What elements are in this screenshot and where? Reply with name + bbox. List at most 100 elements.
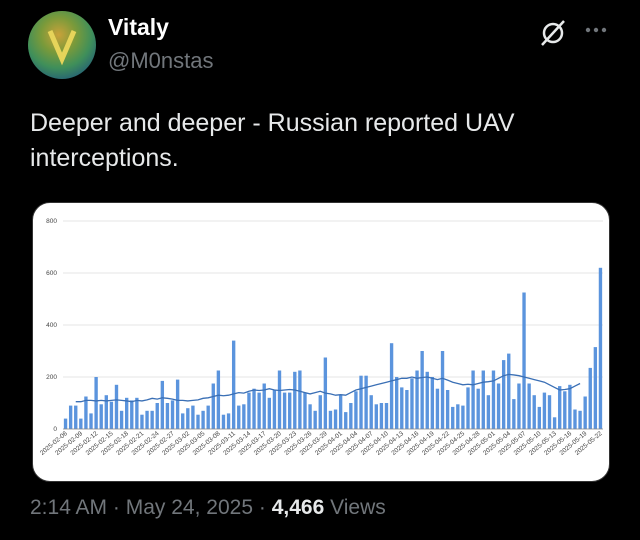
bar	[150, 410, 154, 429]
bar	[578, 410, 582, 429]
bar	[124, 397, 129, 429]
author-name[interactable]: Vitaly	[108, 14, 169, 40]
bar	[201, 410, 205, 429]
bar	[344, 412, 348, 429]
bar	[476, 388, 480, 429]
bar	[135, 397, 139, 429]
bar	[313, 410, 317, 429]
bar	[293, 371, 297, 429]
avatar-detail	[47, 30, 77, 66]
bar	[394, 377, 399, 429]
bar	[94, 377, 98, 429]
bar	[481, 370, 485, 429]
bar	[359, 375, 363, 429]
bar	[430, 377, 435, 429]
bar	[257, 392, 261, 429]
bar	[517, 383, 521, 429]
bar	[374, 404, 378, 429]
bar	[456, 404, 460, 429]
separator: ·	[112, 496, 120, 519]
bar	[196, 414, 200, 429]
bar	[175, 379, 180, 429]
bar	[298, 370, 302, 429]
y-tick-label: 800	[46, 218, 57, 225]
y-tick-label: 0	[53, 426, 57, 433]
bar	[221, 414, 226, 429]
bar	[527, 383, 531, 429]
grok-icon[interactable]	[541, 20, 565, 46]
bar	[537, 406, 542, 429]
bar	[231, 340, 236, 429]
bar	[563, 391, 567, 429]
bar	[501, 360, 506, 429]
bar	[226, 413, 231, 429]
bar	[547, 395, 552, 429]
bar	[104, 395, 108, 429]
author-handle[interactable]: @M0nstas	[108, 48, 214, 73]
bar	[471, 370, 475, 429]
bar	[99, 404, 103, 429]
media-card[interactable]: 0 200 400 600 800 2025-02-06 2025-02-09 2025-02…	[32, 202, 610, 482]
bar	[389, 343, 394, 429]
bar	[583, 396, 587, 429]
more-button[interactable]	[585, 27, 607, 33]
bar	[267, 397, 272, 429]
bar	[461, 405, 465, 429]
bar	[303, 392, 307, 429]
bar	[558, 386, 562, 429]
y-tick-label: 600	[46, 270, 57, 277]
bar	[496, 383, 501, 429]
bar	[109, 401, 114, 429]
bar	[252, 388, 256, 429]
bar	[160, 380, 165, 429]
bar	[552, 417, 557, 429]
bar	[379, 403, 384, 429]
bar	[333, 409, 338, 429]
bar	[216, 370, 221, 429]
bar	[242, 404, 246, 429]
bar	[425, 371, 429, 429]
bar	[588, 367, 592, 429]
bar	[507, 353, 511, 429]
bar	[410, 378, 414, 429]
avatar[interactable]	[28, 11, 96, 79]
bar	[349, 403, 353, 429]
bar	[364, 375, 368, 429]
bar	[486, 395, 491, 429]
bar	[573, 409, 577, 429]
header-icons	[541, 20, 607, 46]
bar	[522, 292, 526, 429]
bar	[79, 418, 83, 429]
views-count: 4,466	[271, 496, 325, 519]
bar	[119, 410, 124, 429]
bar	[598, 267, 603, 429]
bar	[181, 413, 185, 429]
post-date[interactable]: May 24, 2025	[125, 496, 254, 519]
bar	[170, 400, 175, 429]
bar	[328, 410, 333, 429]
bar	[186, 408, 190, 429]
bar	[420, 351, 424, 429]
bar	[445, 390, 450, 429]
bar	[191, 405, 195, 429]
bar	[262, 383, 266, 429]
bar	[247, 392, 251, 429]
post-time[interactable]: 2:14 AM	[30, 496, 108, 519]
bar	[318, 395, 322, 429]
bar	[68, 405, 73, 429]
y-tick-label: 200	[46, 374, 57, 381]
bar	[308, 404, 312, 429]
bar	[165, 403, 170, 429]
bar	[288, 392, 292, 429]
chart: 02004006008002025-02-062025-02-092025-02…	[39, 218, 604, 457]
bar	[130, 400, 134, 429]
bar	[491, 370, 496, 429]
separator: ·	[258, 496, 266, 519]
post-footer: 2:14 AM · May 24, 2025 · 4,466 Views	[30, 496, 386, 520]
y-tick-label: 400	[46, 322, 57, 329]
bar	[282, 392, 287, 429]
bar	[272, 390, 277, 429]
trend-line	[75, 373, 581, 403]
bar	[84, 396, 88, 429]
bar	[74, 405, 78, 429]
